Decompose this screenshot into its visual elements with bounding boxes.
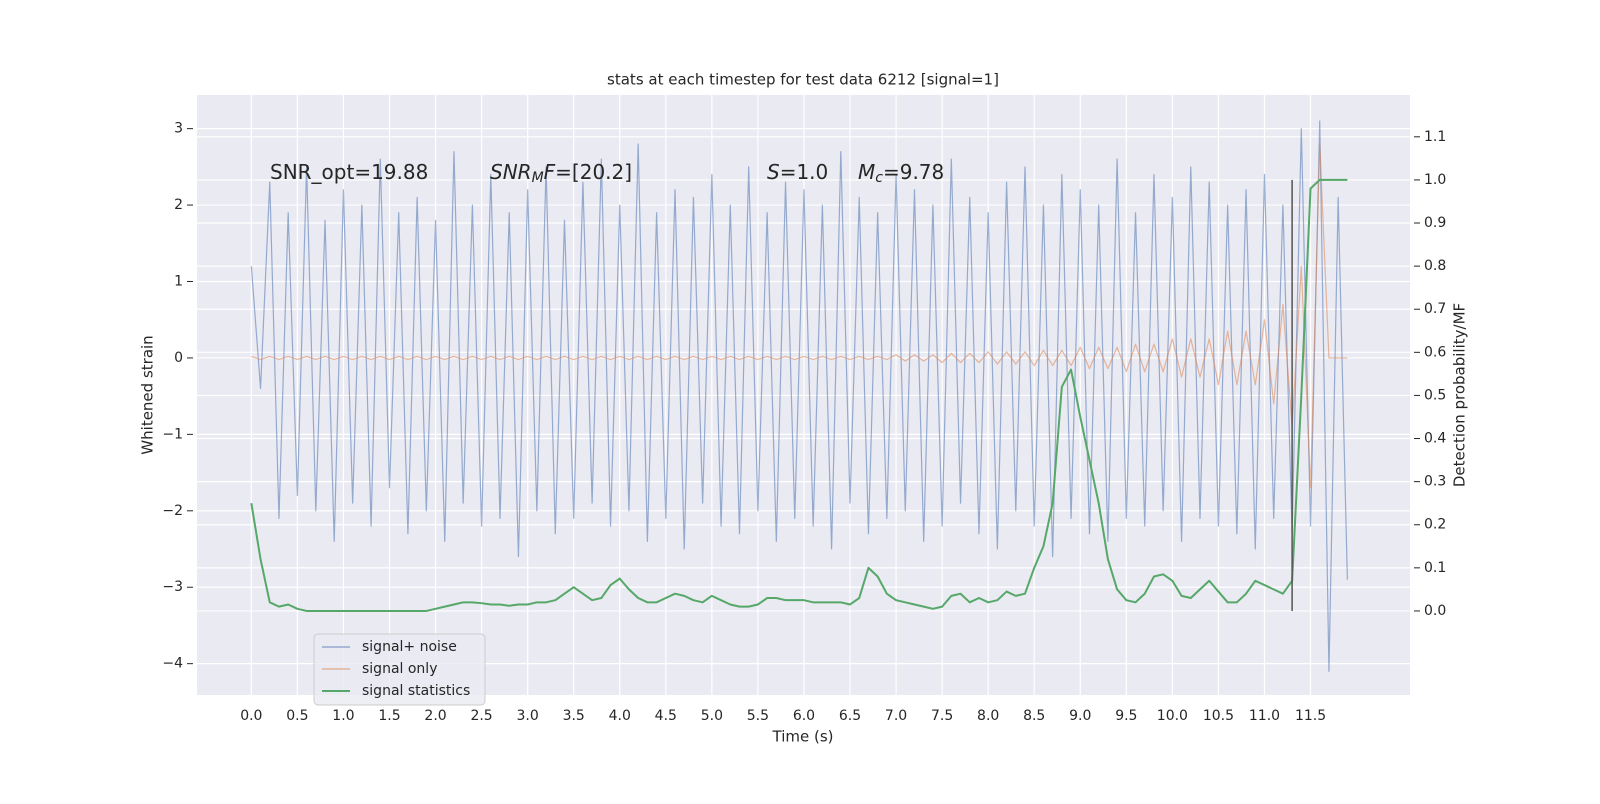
annotation-part: =9.78 <box>883 160 944 184</box>
x-tick-label: 9.0 <box>1069 708 1091 724</box>
x-axis-label: Time (s) <box>772 728 834 746</box>
y2-tick-label: 0.9 <box>1424 215 1446 231</box>
series-line <box>250 178 1348 612</box>
chart-title: stats at each timestep for test data 621… <box>607 71 999 89</box>
x-tick-label: 11.5 <box>1295 708 1326 724</box>
x-tick-label: 6.5 <box>839 708 861 724</box>
legend-label: signal+ noise <box>362 639 457 655</box>
y-tick-label: 0 <box>174 350 183 366</box>
y2-tick-label: 0.1 <box>1424 560 1446 576</box>
x-tick-label: 0.0 <box>240 708 262 724</box>
y-tick-label: 1 <box>174 273 183 289</box>
x-tick-label: 3.5 <box>563 708 585 724</box>
annotation-part: SNR <box>490 160 532 184</box>
legend: signal+ noise signal only signal statistic… <box>313 633 486 706</box>
annotation-part: F <box>544 160 556 184</box>
x-tick-label: 4.0 <box>609 708 631 724</box>
legend-box <box>313 633 486 706</box>
annotation: SNRMF=[20.2] <box>490 160 632 187</box>
annotation: Mc=9.78 <box>858 160 944 187</box>
x-tick-label: 0.5 <box>286 708 308 724</box>
x-tick-label: 5.5 <box>747 708 769 724</box>
annotation-part: M <box>532 170 544 186</box>
annotation-part: =1.0 <box>780 160 829 184</box>
x-tick-label: 1.5 <box>378 708 400 724</box>
x-tick-label: 7.5 <box>931 708 953 724</box>
series-line <box>251 143 1348 489</box>
x-tick-label: 3.0 <box>517 708 539 724</box>
x-tick-label: 4.5 <box>655 708 677 724</box>
y-tick-label: −1 <box>162 426 183 442</box>
annotation-part: S <box>767 160 780 184</box>
x-tick-label: 9.5 <box>1115 708 1137 724</box>
y2-tick-label: 1.0 <box>1424 172 1446 188</box>
x-tick-label: 8.0 <box>977 708 999 724</box>
annotation: SNR_opt=19.88 <box>270 160 428 184</box>
annotation-part: SNR_opt=19.88 <box>270 160 428 184</box>
x-tick-label: 10.5 <box>1203 708 1234 724</box>
annotation-part: =[20.2] <box>555 160 632 184</box>
y2-tick-label: 1.1 <box>1424 129 1446 145</box>
y2-tick-label: 0.7 <box>1424 301 1446 317</box>
y-tick-label: −2 <box>162 503 183 519</box>
x-tick-label: 2.5 <box>470 708 492 724</box>
annotation-part: c <box>875 170 883 186</box>
y-tick-label: −4 <box>162 656 183 672</box>
x-tick-label: 11.0 <box>1249 708 1280 724</box>
y-tick-label: 3 <box>174 121 183 137</box>
x-tick-label: 6.0 <box>793 708 815 724</box>
y2-tick-label: 0.6 <box>1424 344 1446 360</box>
y2-tick-label: 0.2 <box>1424 517 1446 533</box>
x-tick-label: 7.0 <box>885 708 907 724</box>
y2-tick-label: 0.3 <box>1424 474 1446 490</box>
x-tick-label: 8.5 <box>1023 708 1045 724</box>
y-axis-label: Whitened strain <box>139 335 157 454</box>
y2-tick-label: 0.4 <box>1424 431 1446 447</box>
x-tick-label: 5.0 <box>701 708 723 724</box>
annotation: S=1.0 <box>767 160 828 184</box>
y-tick-label: −3 <box>162 579 183 595</box>
y2-tick-label: 0.8 <box>1424 258 1446 274</box>
series-line <box>250 120 1348 672</box>
y2-axis-label: Detection probability/MF <box>1451 303 1469 487</box>
legend-label: signal statistics <box>362 683 470 699</box>
y2-tick-label: 0.5 <box>1424 387 1446 403</box>
y2-tick-label: 0.0 <box>1424 603 1446 619</box>
annotation-part: M <box>858 160 875 184</box>
x-tick-label: 10.0 <box>1157 708 1188 724</box>
x-tick-label: 2.0 <box>424 708 446 724</box>
legend-label: signal only <box>362 661 437 677</box>
x-tick-label: 1.0 <box>332 708 354 724</box>
y-tick-label: 2 <box>174 197 183 213</box>
